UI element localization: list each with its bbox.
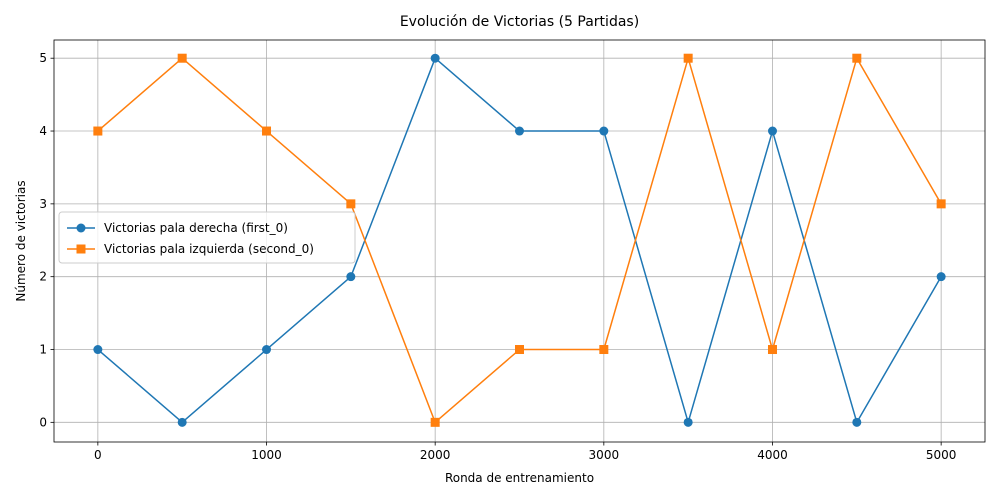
x-tick-label: 1000 bbox=[251, 448, 282, 462]
y-tick-label: 4 bbox=[39, 124, 47, 138]
legend-marker bbox=[76, 223, 86, 233]
series-2-point bbox=[852, 53, 862, 63]
series-2-point bbox=[767, 345, 777, 355]
series-1-point bbox=[430, 53, 440, 63]
x-axis-label: Ronda de entrenamiento bbox=[445, 471, 594, 485]
x-tick-label: 4000 bbox=[757, 448, 788, 462]
series-1-point bbox=[177, 417, 187, 427]
series-1-point bbox=[683, 417, 693, 427]
series-1-point bbox=[599, 126, 609, 136]
series-1-point bbox=[93, 345, 103, 355]
series-1 bbox=[93, 53, 946, 427]
series-2-point bbox=[346, 199, 356, 209]
series-2 bbox=[93, 53, 946, 427]
series-layer bbox=[93, 53, 946, 427]
y-tick-label: 3 bbox=[39, 197, 47, 211]
series-2-point bbox=[515, 345, 524, 355]
series-1-point bbox=[346, 272, 356, 282]
series-1-point bbox=[767, 126, 777, 136]
legend-item: Victorias pala derecha (first_0) bbox=[67, 221, 288, 235]
legend-marker bbox=[76, 244, 86, 254]
legend-box bbox=[58, 211, 356, 264]
y-tick-label: 5 bbox=[39, 51, 47, 65]
series-2-point bbox=[177, 53, 187, 63]
x-tick-label: 2000 bbox=[420, 448, 451, 462]
legend-label: Victorias pala izquierda (second_0) bbox=[104, 242, 314, 256]
series-2-point bbox=[936, 199, 946, 209]
series-2-point bbox=[430, 417, 440, 427]
y-tick-label: 1 bbox=[39, 343, 47, 357]
series-2-point bbox=[262, 126, 272, 136]
series-1-point bbox=[515, 126, 524, 136]
x-tick-label: 3000 bbox=[589, 448, 620, 462]
y-axis-label: Número de victorias bbox=[14, 180, 28, 301]
y-tick-label: 2 bbox=[39, 270, 47, 284]
grid bbox=[54, 40, 985, 442]
series-1-point bbox=[936, 272, 946, 282]
series-2-point bbox=[683, 53, 693, 63]
axis-ticks: 0 1000 2000 3000 4000 5000 0 1 2 3 4 5 bbox=[39, 51, 956, 462]
x-tick-label: 5000 bbox=[926, 448, 957, 462]
series-1-point bbox=[262, 345, 272, 355]
y-tick-label: 0 bbox=[39, 415, 47, 429]
series-1-point bbox=[852, 417, 862, 427]
legend-label: Victorias pala derecha (first_0) bbox=[104, 221, 288, 235]
series-2-point bbox=[599, 345, 609, 355]
x-tick-label: 0 bbox=[94, 448, 102, 462]
series-2-point bbox=[93, 126, 103, 136]
plot-area-frame bbox=[53, 39, 986, 443]
chart-title: Evolución de Victorias (5 Partidas) bbox=[400, 14, 639, 30]
legend: Victorias pala derecha (first_0) Victoria… bbox=[58, 211, 356, 264]
legend-item: Victorias pala izquierda (second_0) bbox=[67, 242, 314, 256]
